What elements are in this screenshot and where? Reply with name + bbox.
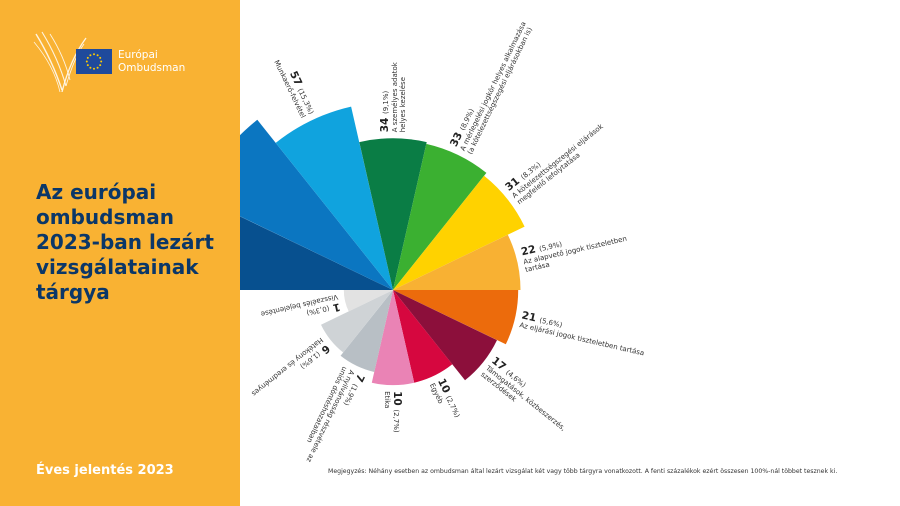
category-name-line: (a kötelezettségszegési eljárásokban is) (466, 26, 534, 156)
value-label: 21 (520, 309, 540, 325)
brand-line-2: Ombudsman (118, 62, 186, 74)
wedge-10 (393, 290, 453, 383)
category-name-line: Hatékony és eredményes (250, 336, 325, 398)
brand-line-1: Európai (118, 49, 158, 61)
logo (33, 31, 112, 92)
page-title: Az európai ombudsman 2023-ban lezárt viz… (36, 180, 214, 304)
wedge-2 (240, 119, 393, 290)
wedge-4 (359, 138, 427, 290)
category-name-line: Támogatások, közbeszerzés, (483, 364, 567, 433)
wedge-3 (275, 106, 393, 290)
category-name-line: A személyes adatok (391, 61, 399, 132)
category-name-line: A nyilvánosság részvétele az (304, 369, 355, 464)
eu-flag-icon (76, 49, 112, 74)
wedge-14 (343, 290, 393, 312)
percent-label: (9,1%) (382, 91, 390, 115)
category-label-11: 10 (2,7%)Etika (383, 391, 403, 433)
annual-report-label: Éves jelentés 2023 (36, 463, 174, 478)
category-label-6: 31 (8,3%)A kötelezettségszegési eljáráso… (503, 122, 606, 206)
sidebar-panel: Európai Ombudsman Az európai ombudsman 2… (0, 0, 240, 506)
value-label: 34 (379, 114, 391, 132)
polar-area-chart: 127 (34,2%)Átláthatóság éselszámoltathat… (240, 20, 661, 464)
wedge-1 (240, 216, 393, 290)
wedge-9 (393, 290, 497, 381)
svg-text:1 (0,3%): 1 (0,3%) (305, 300, 341, 319)
value-label: 1 (328, 300, 341, 314)
category-label-10: 10 (2,7%)Egyéb (428, 377, 461, 420)
wedge-13 (321, 290, 393, 353)
chart-wedges (240, 106, 525, 386)
category-label-12: 7 (1,9%)A nyilvánosság részvétele azunió… (304, 365, 367, 464)
category-name-line: helyes kezelése (399, 77, 407, 132)
category-name-line: Etika (383, 391, 391, 408)
value-label: 7 (351, 372, 367, 387)
wedge-5 (393, 143, 487, 290)
value-label: 10 (391, 391, 403, 409)
category-name-line: A mérlegelési jogkör helyes alkalmazása (459, 20, 528, 152)
wedge-8 (393, 290, 519, 345)
wedge-11 (371, 290, 415, 386)
wedge-7 (393, 234, 521, 290)
wedge-12 (340, 290, 393, 372)
svg-text:10 (2,7%): 10 (2,7%) (391, 391, 403, 433)
category-name-line: A kötelezettségszegési eljárások (511, 122, 606, 200)
category-label-3: 57 (15,3%)Munkaerő-felvétel (272, 58, 315, 119)
percent-label: (2,7%) (444, 395, 461, 420)
value-label: 22 (520, 243, 540, 259)
brand-name: Európai Ombudsman (118, 49, 185, 75)
ombudsman-emblem-icon (33, 31, 87, 92)
percent-label: (2,7%) (392, 409, 400, 433)
footnote: Megjegyzés: Néhány esetben az ombudsman … (328, 468, 838, 475)
category-name-line: Az eljárási jogok tiszteletben tartása (519, 321, 645, 357)
category-label-13: 6 (1,6%)Hatékony és eredményes (250, 336, 332, 398)
category-label-4: 34 (9,1%) A személyes adatok helyes kezelé… (379, 61, 407, 132)
wedge-6 (393, 175, 525, 290)
category-label-9: 17 (4,6%)Támogatások, közbeszerzés,szerz… (479, 355, 567, 433)
chart-center-hole (605, 262, 661, 318)
category-label-7: 22 (5,9%)Az alapvető jogok tiszteletbent… (520, 234, 628, 274)
category-label-5: 33 (8,9%)A mérlegelési jogkör helyes alk… (448, 20, 534, 156)
svg-text:34 (9,1%): 34 (9,1%) (379, 91, 391, 133)
